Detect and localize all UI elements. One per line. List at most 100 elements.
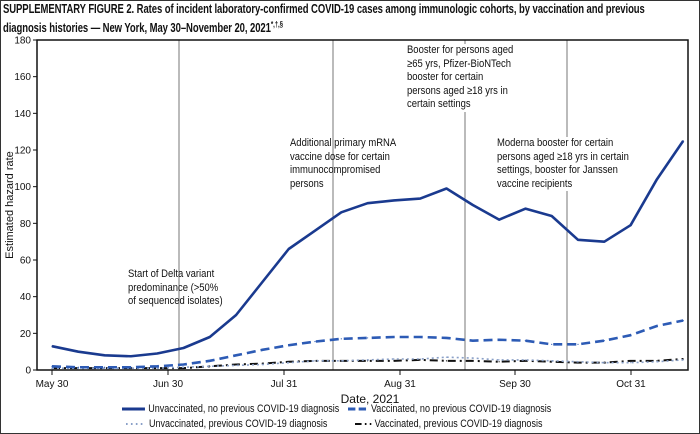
y-tick-label: 140 — [14, 109, 31, 120]
data-point — [77, 366, 79, 368]
data-point — [261, 363, 263, 366]
legend-label: Unvaccinated, no previous COVID-19 diagn… — [148, 403, 340, 415]
annotation-delta: Start of Delta variant predominance (>50… — [128, 268, 223, 309]
data-point — [472, 204, 474, 206]
series-line — [52, 356, 684, 369]
data-point — [472, 357, 474, 359]
data-point — [630, 360, 632, 362]
annotation-booster-65: Booster for persons aged ≥65 yrs, Pfizer… — [407, 44, 514, 112]
data-point — [656, 325, 658, 327]
data-point — [419, 359, 421, 361]
legend-item-vacc-no-prev: Vaccinated, no previous COVID-19 diagnos… — [348, 403, 551, 415]
annotation-line: persons aged ≥18 yrs in certain — [497, 150, 629, 163]
x-axis-label: Date, 2021 — [341, 392, 400, 406]
data-point — [577, 361, 579, 363]
annotation-line: predominance (>50% — [128, 281, 219, 294]
data-point — [393, 360, 395, 362]
y-axis-label: Estimated hazard rate — [4, 151, 16, 259]
data-point — [209, 365, 211, 367]
annotation-moderna-booster: Moderna booster for certain persons aged… — [497, 137, 629, 191]
data-point — [209, 336, 211, 338]
annotation-line: Additional primary mRNA — [290, 137, 397, 149]
x-tick-label: May 30 — [36, 379, 69, 390]
data-point — [288, 362, 290, 364]
legend-swatch-dashdot — [355, 423, 372, 425]
data-point — [235, 314, 237, 316]
data-point — [367, 202, 369, 204]
legend-swatch-solid — [122, 407, 145, 411]
y-tick-label: 120 — [14, 146, 31, 157]
annotation-line: vaccine dose for certain — [290, 150, 390, 163]
chart-title: SUPPLEMENTARY FIGURE 2. Rates of inciden… — [3, 2, 687, 36]
data-point — [182, 363, 185, 366]
data-point — [261, 349, 263, 351]
annotation-line: Booster for persons aged — [407, 44, 514, 56]
data-point — [498, 219, 500, 221]
data-point — [130, 355, 132, 357]
data-point — [367, 337, 369, 339]
data-point — [603, 241, 605, 243]
data-point — [104, 354, 106, 356]
legend-swatch-dotted — [126, 423, 146, 425]
annotation-line: Start of Delta variant — [128, 268, 215, 280]
data-point — [551, 343, 553, 345]
data-point — [419, 336, 421, 338]
data-point — [367, 359, 369, 361]
data-point — [656, 361, 658, 363]
data-point — [393, 199, 395, 202]
annotation-line: persons — [290, 177, 324, 190]
data-point — [419, 197, 421, 200]
y-tick-label: 60 — [20, 256, 32, 267]
data-point — [235, 363, 237, 366]
y-tick-label: 160 — [14, 72, 31, 83]
data-point — [77, 367, 79, 369]
legend-item-unvacc-no-prev: Unvaccinated, no previous COVID-19 diagn… — [122, 403, 339, 415]
data-point — [393, 336, 395, 338]
annotation-line: of sequenced isolates) — [128, 295, 223, 307]
annotation-line: immunocompromised — [290, 164, 381, 176]
annotation-line: vaccine recipients — [497, 177, 573, 190]
data-point — [130, 366, 132, 368]
annotation-line: booster for certain — [407, 71, 484, 83]
data-point — [340, 338, 342, 340]
y-tick-label: 40 — [20, 292, 32, 303]
legend-item-vacc-prev: Vaccinated, previous COVID-19 diagnosis — [355, 418, 542, 430]
data-point — [235, 364, 237, 367]
data-point — [445, 356, 448, 358]
data-point — [51, 365, 53, 367]
data-point — [524, 359, 527, 361]
data-point — [524, 340, 527, 342]
annotation-line: settings, booster for Janssen — [497, 164, 618, 176]
legend-label: Vaccinated, no previous COVID-19 diagnos… — [370, 403, 552, 415]
annotation-additional-dose: Additional primary mRNA vaccine dose for… — [290, 137, 396, 191]
legend-swatch-dashed — [348, 407, 368, 411]
data-point — [630, 224, 632, 226]
x-tick-label: Jun 30 — [153, 379, 183, 390]
data-point — [630, 334, 632, 336]
y-tick-label: 20 — [20, 329, 32, 340]
data-point — [498, 361, 500, 363]
x-tick-label: Oct 31 — [616, 379, 646, 390]
data-point — [498, 339, 500, 341]
x-tick-label: Aug 31 — [384, 379, 416, 390]
data-point — [524, 360, 527, 362]
data-point — [656, 178, 658, 180]
legend-label: Unvaccinated, previous COVID-19 diagnosi… — [148, 418, 328, 430]
data-point — [630, 362, 632, 364]
data-point — [182, 366, 185, 368]
annotation-line: certain settings — [407, 98, 471, 110]
data-point — [314, 340, 316, 343]
data-point — [524, 208, 527, 210]
title-text: SUPPLEMENTARY FIGURE 2. Rates of inciden… — [3, 2, 645, 36]
data-point — [682, 359, 684, 361]
data-point — [182, 347, 185, 349]
data-point — [51, 367, 53, 369]
legend-label: Vaccinated, previous COVID-19 diagnosis — [374, 418, 543, 430]
title-footnote-marks: *,†,§ — [270, 20, 283, 29]
data-point — [104, 367, 106, 369]
data-point — [603, 362, 605, 364]
data-point — [156, 352, 158, 355]
data-point — [288, 248, 290, 250]
data-point — [682, 140, 684, 142]
data-point — [77, 351, 79, 353]
